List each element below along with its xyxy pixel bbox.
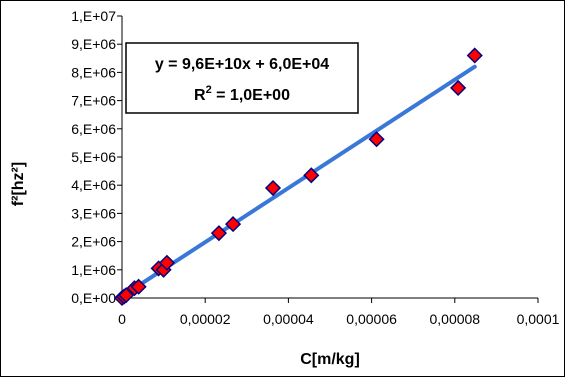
y-tick-label: 4,E+06: [71, 177, 116, 193]
x-tick-label: 0,00008: [429, 311, 480, 327]
x-axis-title: C[m/kg]: [300, 351, 360, 368]
data-point: [450, 79, 467, 96]
y-tick-label: 3,E+06: [71, 205, 116, 221]
y-tick-label: 7,E+06: [71, 93, 116, 109]
trendline-layer: [120, 64, 477, 299]
trendline: [120, 64, 477, 299]
equation-text: y = 9,6E+10x + 6,0E+04: [155, 56, 329, 73]
y-axis-ticks: 0,E+00 1,E+06 2,E+06 3,E+06 4,E+06 5,E+06 6,E+…: [71, 8, 122, 306]
y-tick-label: 8,E+06: [71, 64, 116, 80]
x-tick-label: 0: [118, 311, 126, 327]
y-tick-label: 9,E+06: [71, 36, 116, 52]
x-tick-label: 0,00004: [263, 311, 314, 327]
data-point: [130, 278, 147, 295]
equation-annotation: y = 9,6E+10x + 6,0E+04 R2 = 1,0E+00: [125, 42, 359, 114]
data-point: [118, 287, 135, 304]
data-point: [264, 179, 282, 197]
y-axis-title: f²[hz²]: [10, 162, 27, 206]
y-tick-label: 1,E+07: [71, 8, 116, 24]
x-tick-label: 0,00006: [346, 311, 397, 327]
x-axis-ticks: 0 0,00002 0,00004 0,00006 0,00008 0,0001: [118, 298, 560, 327]
y-tick-label: 6,E+06: [71, 121, 116, 137]
x-tick-label: 0,00002: [180, 311, 231, 327]
data-point: [368, 131, 385, 148]
equation-box: [125, 42, 359, 114]
data-point: [225, 216, 242, 233]
r-squared-text: R2 = 1,0E+00: [194, 84, 290, 104]
data-point: [210, 225, 227, 242]
y-tick-label: 0,E+00: [71, 290, 116, 306]
data-point: [303, 167, 320, 184]
y-tick-label: 5,E+06: [71, 149, 116, 165]
data-points: [113, 47, 483, 307]
x-tick-label: 0,0001: [517, 311, 560, 327]
data-point: [158, 254, 175, 271]
y-tick-label: 2,E+06: [71, 234, 116, 250]
data-point: [466, 47, 483, 64]
y-tick-label: 1,E+06: [71, 262, 116, 278]
